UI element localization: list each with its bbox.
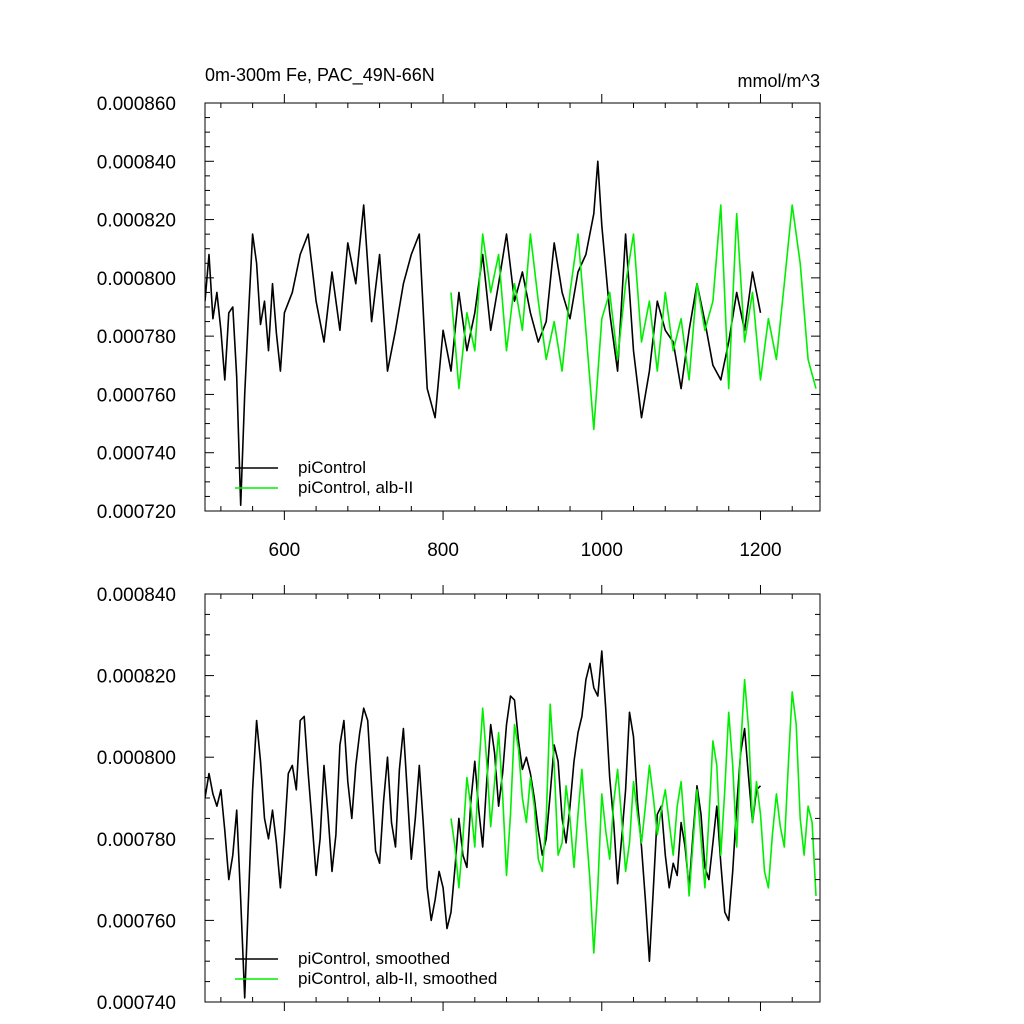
series-line-alb	[450, 678, 817, 954]
y-tick-label: 0.000780	[97, 830, 176, 851]
y-tick-label: 0.000720	[97, 502, 176, 523]
series-line-alb	[450, 204, 817, 431]
y-tick-label: 0.000760	[97, 385, 176, 406]
legend-label: piControl	[298, 458, 366, 477]
chart-title: 0m-300m Fe, PAC_49N-66N	[205, 65, 435, 86]
units-label: mmol/m^3	[738, 71, 820, 91]
y-tick-label: 0.000740	[97, 993, 176, 1014]
y-tick-label: 0.000780	[97, 327, 176, 348]
y-tick-label: 0.000760	[97, 911, 176, 932]
x-tick-label: 1200	[739, 540, 781, 561]
y-tick-label: 0.000840	[97, 585, 176, 606]
bottom-panel: 0.000740 0.000760 0.000780 0.000800 0.000820…	[97, 585, 821, 1014]
y-tick-label: 0.000840	[97, 152, 176, 173]
x-tick-label: 1000	[581, 540, 623, 561]
y-tick-label: 0.000820	[97, 211, 176, 232]
series-line-control	[205, 650, 762, 999]
top-panel: 0.000720 0.000740 0.000760 0.000780 0.000800…	[97, 94, 821, 561]
y-tick-label: 0.000860	[97, 94, 176, 115]
y-tick-label: 0.000740	[97, 444, 176, 465]
legend-label: piControl, alb-II	[298, 478, 413, 497]
x-tick-label: 600	[269, 540, 301, 561]
figure-header: 0m-300m Fe, PAC_49N-66N mmol/m^3	[205, 65, 820, 91]
y-tick-label: 0.000800	[97, 748, 176, 769]
legend-label: piControl, smoothed	[298, 949, 450, 968]
x-tick-label: 800	[427, 540, 459, 561]
plot-frame	[204, 593, 821, 1003]
y-tick-label: 0.000800	[97, 269, 176, 290]
y-tick-label: 0.000820	[97, 667, 176, 688]
legend-label: piControl, alb-II, smoothed	[298, 969, 497, 988]
